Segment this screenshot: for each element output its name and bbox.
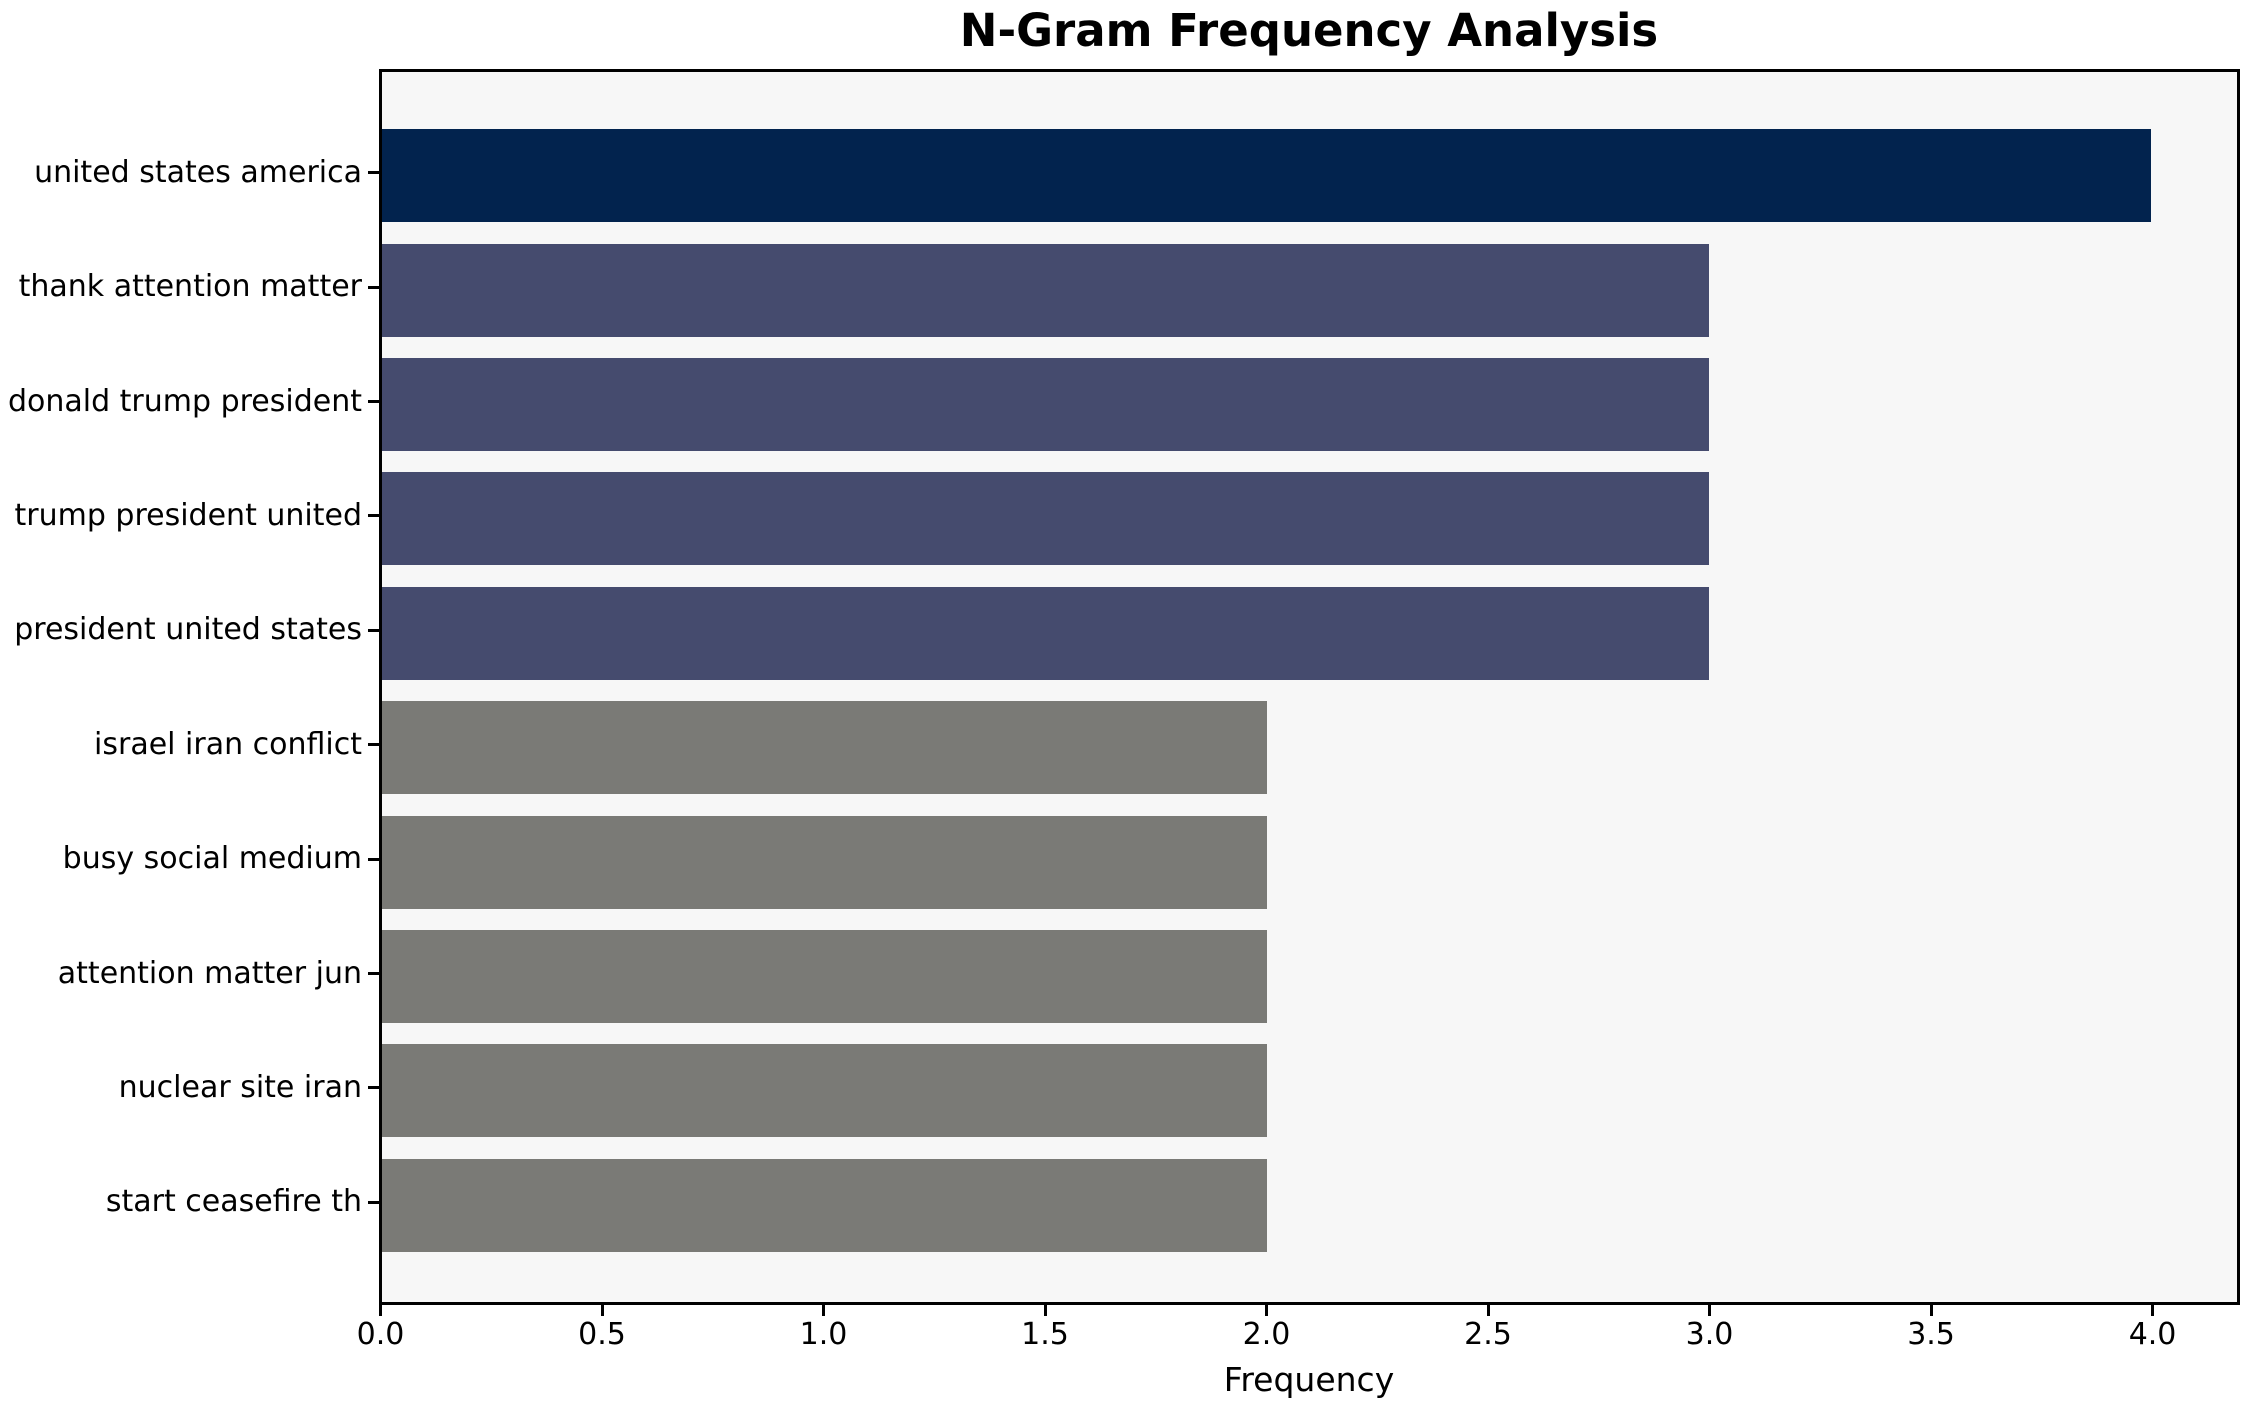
x-axis-label: Frequency (1223, 1360, 1395, 1399)
x-tick-mark (1929, 1305, 1933, 1316)
x-tick-label: 4.0 (2128, 1317, 2177, 1352)
x-tick-label: 0.5 (578, 1317, 626, 1352)
x-tick-mark (822, 1305, 825, 1316)
bar-busy-social-medium (382, 815, 1267, 909)
x-tick-mark (2151, 1305, 2155, 1316)
y-tick-mark (368, 972, 379, 975)
bar-donald-trump-president (382, 358, 1709, 451)
x-tick-mark (1265, 1305, 1269, 1316)
y-tick-label: nuclear site iran (118, 1069, 362, 1105)
x-tick-mark (379, 1305, 382, 1316)
y-tick-label: busy social medium (62, 841, 362, 877)
y-tick-mark (368, 171, 379, 175)
y-tick-label: attention matter jun (57, 955, 362, 991)
x-tick-mark (1708, 1305, 1712, 1316)
y-tick-mark (368, 514, 379, 518)
y-tick-label: united states america (34, 154, 362, 190)
x-tick-mark (1486, 1305, 1490, 1316)
y-tick-label: start ceasefire th (105, 1184, 362, 1220)
bar-president-united-states (382, 586, 1709, 680)
x-tick-label: 1.0 (799, 1317, 848, 1352)
chart-title: N-Gram Frequency Analysis (959, 4, 1659, 57)
x-tick-label: 3.0 (1685, 1317, 1734, 1352)
bar-attention-matter-jun (382, 930, 1267, 1023)
x-tick-label: 1.5 (1021, 1317, 1069, 1352)
y-tick-label: donald trump president (7, 383, 362, 419)
plot-area (379, 69, 2240, 1305)
y-tick-mark (368, 857, 379, 861)
y-tick-mark (368, 628, 379, 632)
y-tick-mark (368, 1086, 379, 1090)
y-tick-label: israel iran conflict (94, 726, 362, 762)
bar-nuclear-site-iran (382, 1044, 1267, 1138)
x-tick-mark (600, 1305, 604, 1316)
bar-thank-attention-matter (382, 243, 1709, 337)
y-tick-mark (368, 400, 379, 403)
x-tick-mark (1043, 1305, 1047, 1316)
y-tick-label: trump president united (14, 497, 363, 533)
y-tick-label: president united states (14, 612, 362, 648)
y-tick-mark (368, 285, 379, 289)
x-tick-label: 0.0 (356, 1317, 405, 1352)
y-tick-mark (368, 1200, 379, 1204)
bar-start-ceasefire-th (382, 1158, 1267, 1252)
x-tick-label: 3.5 (1907, 1317, 1955, 1352)
y-tick-label: thank attention matter (18, 269, 362, 305)
bar-israel-iran-conflict (382, 701, 1267, 795)
bar-united-states-america (382, 129, 2152, 223)
y-tick-mark (368, 743, 379, 747)
x-tick-label: 2.0 (1242, 1317, 1291, 1352)
x-tick-label: 2.5 (1464, 1317, 1512, 1352)
bar-trump-president-united (382, 472, 1709, 566)
